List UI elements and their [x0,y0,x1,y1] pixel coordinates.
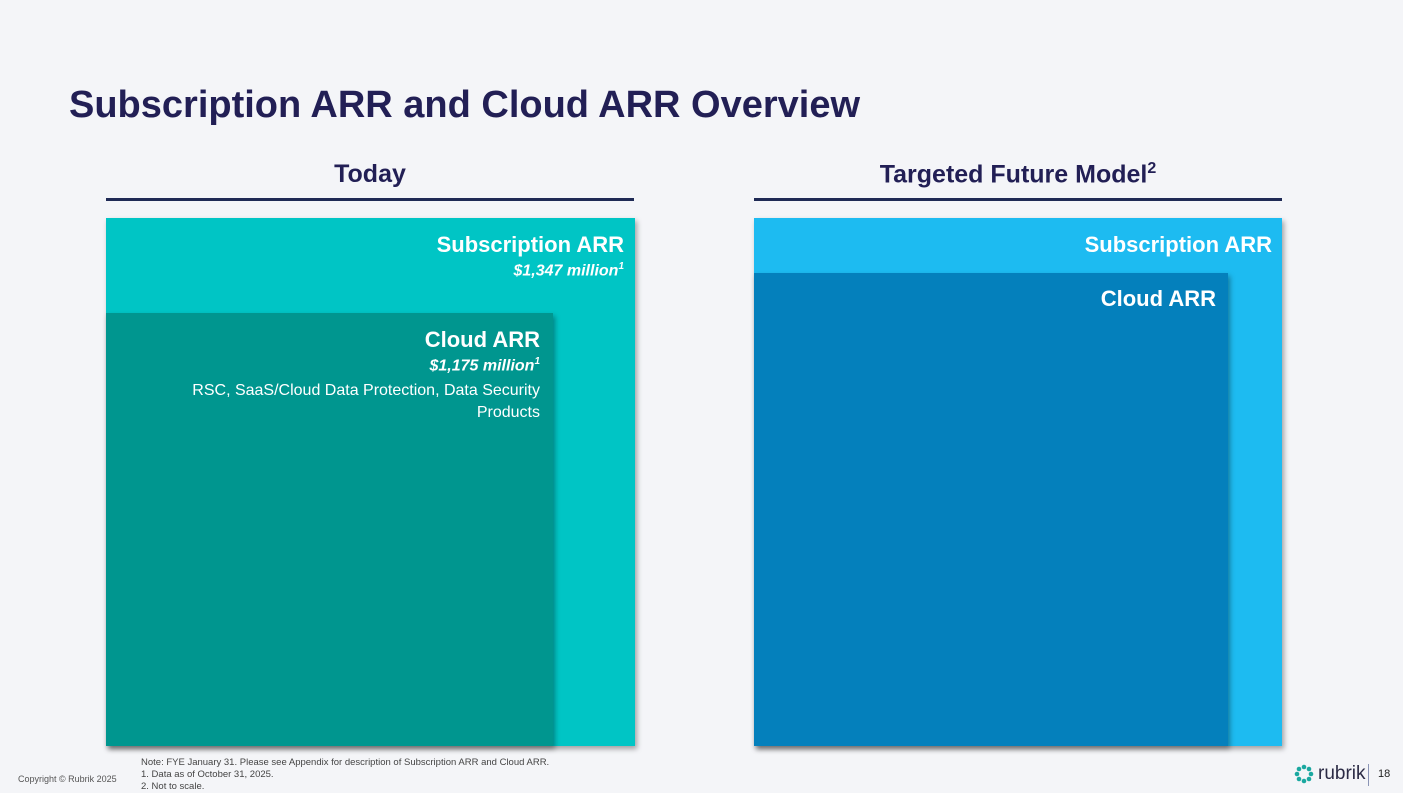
today-cloud-value: $1,175 million1 [120,356,541,375]
today-subscription-footnote: 1 [618,261,624,272]
today-cloud-arr-box [106,313,553,746]
today-divider [106,198,634,201]
today-subscription-heading: Subscription ARR [436,232,624,257]
future-cloud-arr-label: Cloud ARR [1101,286,1216,312]
page-title: Subscription ARR and Cloud ARR Overview [69,84,861,126]
rubrik-logo-icon [1294,764,1314,784]
future-heading-footnote: 2 [1147,160,1157,177]
copyright: Copyright © Rubrik 2025 [18,774,117,784]
future-divider [754,198,1282,201]
today-cloud-heading: Cloud ARR [424,327,540,352]
future-cloud-heading: Cloud ARR [1100,286,1216,311]
rubrik-logo: rubrik [1294,763,1366,785]
today-cloud-description: RSC, SaaS/Cloud Data Protection, Data Se… [192,382,540,422]
today-cloud-value-text: $1,175 million [429,357,535,375]
footer-separator [1368,764,1369,786]
future-subscription-arr-label: Subscription ARR [1085,232,1272,258]
future-heading-text: Targeted Future Model [879,160,1148,189]
today-heading: Today [106,160,634,189]
page-number: 18 [1378,768,1391,780]
footnote-2: 2. Not to scale. [141,781,205,792]
future-subscription-heading: Subscription ARR [1084,232,1272,257]
today-subscription-arr-label: Subscription ARR $1,347 million1 [437,232,624,280]
future-heading: Targeted Future Model2 [754,160,1282,189]
rubrik-logo-text: rubrik [1318,763,1366,784]
future-cloud-arr-box [754,273,1228,746]
today-cloud-arr-label: Cloud ARR $1,175 million1 RSC, SaaS/Clou… [120,327,540,424]
footnotes: Note: FYE January 31. Please see Appendi… [141,757,549,793]
footnote-note: Note: FYE January 31. Please see Appendi… [141,757,550,768]
today-heading-text: Today [334,160,406,188]
today-cloud-footnote: 1 [534,356,540,367]
today-subscription-value: $1,347 million1 [437,261,625,280]
footnote-1: 1. Data as of October 31, 2025. [141,769,274,780]
today-subscription-value-text: $1,347 million [513,262,619,280]
